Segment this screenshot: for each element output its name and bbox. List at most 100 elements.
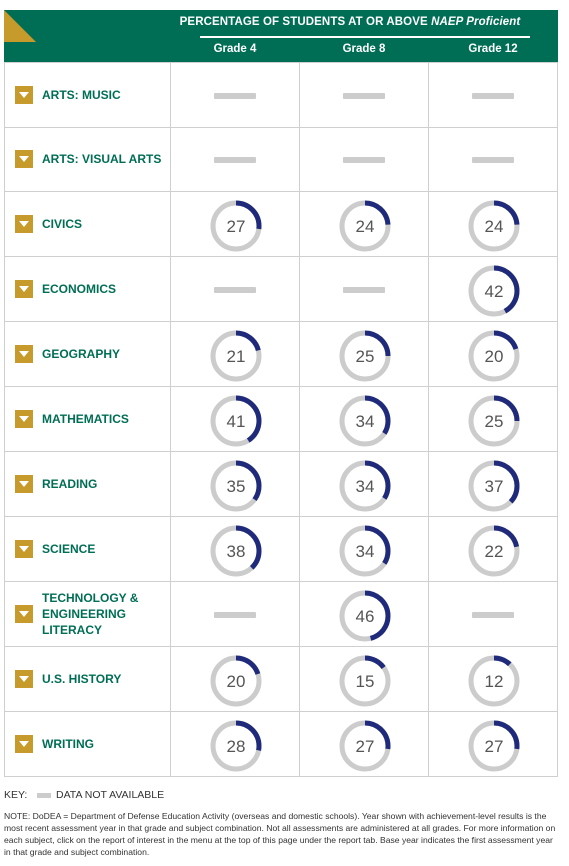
grade-cell: 28: [171, 712, 300, 777]
donut-arc: [468, 265, 520, 317]
grade-header-8: Grade 8: [342, 43, 386, 55]
percent-donut: 20: [468, 330, 520, 382]
subject-cell: ARTS: VISUAL ARTS: [4, 127, 171, 192]
expand-subject-button[interactable]: [15, 280, 33, 298]
subject-cell: ARTS: MUSIC: [4, 62, 171, 128]
percent-label: 20: [485, 347, 504, 366]
donut-arc: [210, 525, 262, 577]
grade-cell: 35: [171, 452, 300, 517]
expand-subject-button[interactable]: [15, 670, 33, 688]
grade-cell: 20: [429, 322, 558, 387]
grade-cell: [171, 62, 300, 128]
percent-label: 12: [485, 672, 504, 691]
subject-name[interactable]: GEOGRAPHY: [42, 346, 120, 362]
subject-name[interactable]: U.S. HISTORY: [42, 671, 121, 687]
percent-label: 28: [227, 737, 246, 756]
donut-arc: [339, 525, 391, 577]
table-row: ARTS: MUSIC: [4, 62, 558, 128]
header-title-prefix: PERCENTAGE OF STUDENTS AT OR ABOVE: [179, 16, 432, 28]
donut-arc: [468, 525, 520, 577]
percent-label: 15: [356, 672, 375, 691]
subject-name-line: READING: [42, 477, 98, 491]
table-row: READING 35 34 37: [4, 452, 558, 517]
percent-label: 34: [356, 412, 375, 431]
donut-arc: [468, 460, 520, 512]
percent-donut: 46: [339, 590, 391, 642]
percent-donut: 27: [468, 720, 520, 772]
donut-arc: [210, 720, 262, 772]
percent-label: 41: [227, 412, 246, 431]
grade-cell: 27: [171, 192, 300, 257]
percent-label: 35: [227, 477, 246, 496]
subject-name-line: LITERACY: [42, 623, 102, 637]
header-title: PERCENTAGE OF STUDENTS AT OR ABOVE NAEP …: [170, 16, 530, 28]
expand-subject-button[interactable]: [15, 345, 33, 363]
grade-cell: 34: [300, 387, 429, 452]
percent-label: 38: [227, 542, 246, 561]
subject-name[interactable]: MATHEMATICS: [42, 411, 129, 427]
percent-donut: 34: [339, 460, 391, 512]
grade-cell: [171, 582, 300, 647]
subject-cell: WRITING: [4, 712, 171, 777]
footnote: NOTE: DoDEA = Department of Defense Educ…: [4, 811, 556, 857]
grade-cell: 42: [429, 257, 558, 322]
percent-donut: 25: [468, 395, 520, 447]
percent-donut: 42: [468, 265, 520, 317]
donut-arc: [468, 330, 520, 382]
donut-arc: [468, 200, 520, 252]
grade-cell: 38: [171, 517, 300, 582]
table-row: TECHNOLOGY & ENGINEERING LITERACY 46: [4, 582, 558, 647]
grade-cell: [171, 127, 300, 192]
subject-name-line: ARTS: VISUAL ARTS: [42, 152, 162, 166]
subject-name[interactable]: WRITING: [42, 736, 94, 752]
percent-label: 34: [356, 542, 375, 561]
percent-donut: 27: [339, 720, 391, 772]
subject-cell: U.S. HISTORY: [4, 647, 171, 712]
donut-arc: [468, 655, 520, 707]
not-available-dash: [472, 157, 514, 163]
not-available-dash: [214, 612, 256, 618]
expand-subject-button[interactable]: [15, 410, 33, 428]
subject-name-line: SCIENCE: [42, 542, 96, 556]
grade-cell: [429, 62, 558, 128]
percent-donut: 12: [468, 655, 520, 707]
expand-subject-button[interactable]: [15, 735, 33, 753]
subject-name[interactable]: READING: [42, 476, 97, 492]
grade-cell: 24: [300, 192, 429, 257]
expand-subject-button[interactable]: [15, 86, 33, 104]
not-available-dash: [472, 612, 514, 618]
percent-donut: 21: [210, 330, 262, 382]
percent-donut: 25: [339, 330, 391, 382]
subject-cell: TECHNOLOGY & ENGINEERING LITERACY: [4, 582, 171, 647]
percent-donut: 20: [210, 655, 262, 707]
subject-cell: READING: [4, 452, 171, 517]
table-row: GEOGRAPHY 21 25 20: [4, 322, 558, 387]
table-row: ECONOMICS 42: [4, 257, 558, 322]
header-title-emphasis: NAEP Proficient: [431, 16, 521, 28]
donut-arc: [210, 395, 262, 447]
expand-subject-button[interactable]: [15, 605, 33, 623]
percent-label: 27: [356, 737, 375, 756]
expand-subject-button[interactable]: [15, 475, 33, 493]
subject-cell: MATHEMATICS: [4, 387, 171, 452]
expand-subject-button[interactable]: [15, 215, 33, 233]
donut-arc: [468, 720, 520, 772]
subject-name[interactable]: TECHNOLOGY & ENGINEERING LITERACY: [42, 590, 138, 638]
subject-name-line: MATHEMATICS: [42, 412, 129, 426]
percent-donut: 28: [210, 720, 262, 772]
expand-subject-button[interactable]: [15, 150, 33, 168]
donut-arc: [339, 395, 391, 447]
donut-arc: [210, 460, 262, 512]
percent-donut: 34: [339, 395, 391, 447]
grade-cell: 15: [300, 647, 429, 712]
subject-name[interactable]: ECONOMICS: [42, 281, 116, 297]
subject-name-line: ENGINEERING: [42, 607, 127, 621]
subject-name[interactable]: CIVICS: [42, 216, 82, 232]
grade-cell: 25: [300, 322, 429, 387]
subject-name[interactable]: ARTS: VISUAL ARTS: [42, 151, 161, 167]
table-row: WRITING 28 27 27: [4, 712, 558, 777]
subject-name[interactable]: ARTS: MUSIC: [42, 87, 121, 103]
header-divider: [200, 36, 530, 38]
expand-subject-button[interactable]: [15, 540, 33, 558]
subject-name[interactable]: SCIENCE: [42, 541, 95, 557]
